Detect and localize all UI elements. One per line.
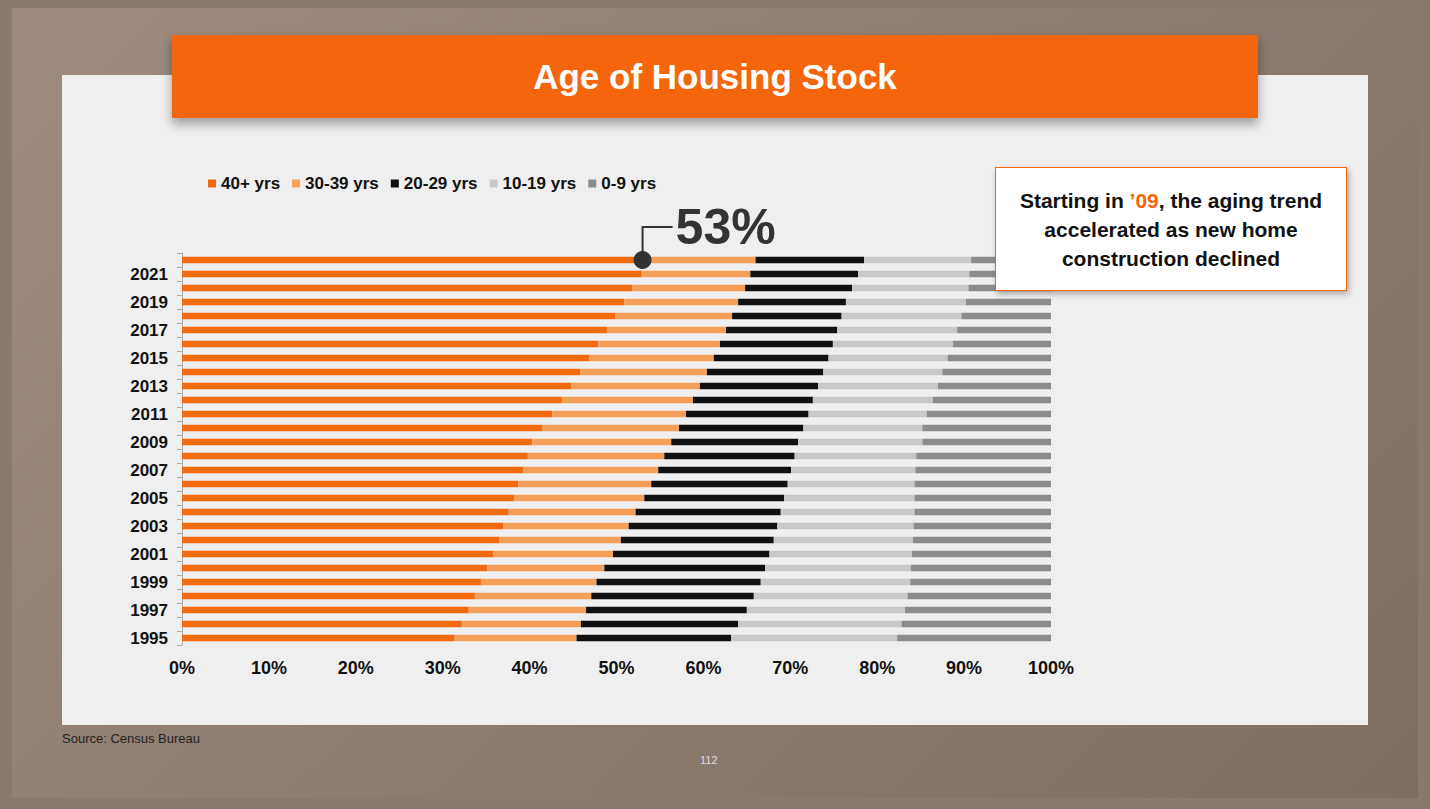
svg-text:40+ yrs: 40+ yrs [221,174,280,193]
svg-text:60%: 60% [685,658,721,678]
svg-text:20%: 20% [338,658,374,678]
svg-text:2021: 2021 [130,265,168,284]
svg-text:30%: 30% [425,658,461,678]
svg-text:2015: 2015 [130,349,168,368]
svg-text:70%: 70% [772,658,808,678]
svg-text:40%: 40% [512,658,548,678]
svg-text:53%: 53% [676,199,776,255]
svg-text:1999: 1999 [130,573,168,592]
svg-text:0%: 0% [169,658,195,678]
svg-text:2013: 2013 [130,377,168,396]
html-text:Age of Housing Stock: Age of Housing Stock [533,56,897,96]
svg-text:10%: 10% [251,658,287,678]
svg-text:50%: 50% [598,658,634,678]
html-text:Source: Census Bureau: Source: Census Bureau [62,731,200,746]
svg-text:2009: 2009 [130,433,168,452]
svg-text:1995: 1995 [130,629,168,648]
svg-text:0-9 yrs: 0-9 yrs [601,174,656,193]
svg-text:2005: 2005 [130,489,168,508]
svg-text:30-39 yrs: 30-39 yrs [305,174,379,193]
svg-text:90%: 90% [946,658,982,678]
svg-text:2011: 2011 [131,405,168,424]
html-text:Starting in ’09, the aging tre: Starting in ’09, the aging trend acceler… [1019,188,1323,270]
svg-text:80%: 80% [859,658,895,678]
svg-text:2001: 2001 [130,545,168,564]
svg-text:2017: 2017 [130,321,168,340]
svg-text:100%: 100% [1028,658,1074,678]
svg-text:2019: 2019 [130,293,168,312]
svg-text:20-29 yrs: 20-29 yrs [404,174,478,193]
html-text:112: 112 [700,754,718,766]
svg-text:2003: 2003 [130,517,168,536]
svg-text:1997: 1997 [130,601,168,620]
svg-text:10-19 yrs: 10-19 yrs [503,174,577,193]
svg-text:2007: 2007 [130,461,168,480]
